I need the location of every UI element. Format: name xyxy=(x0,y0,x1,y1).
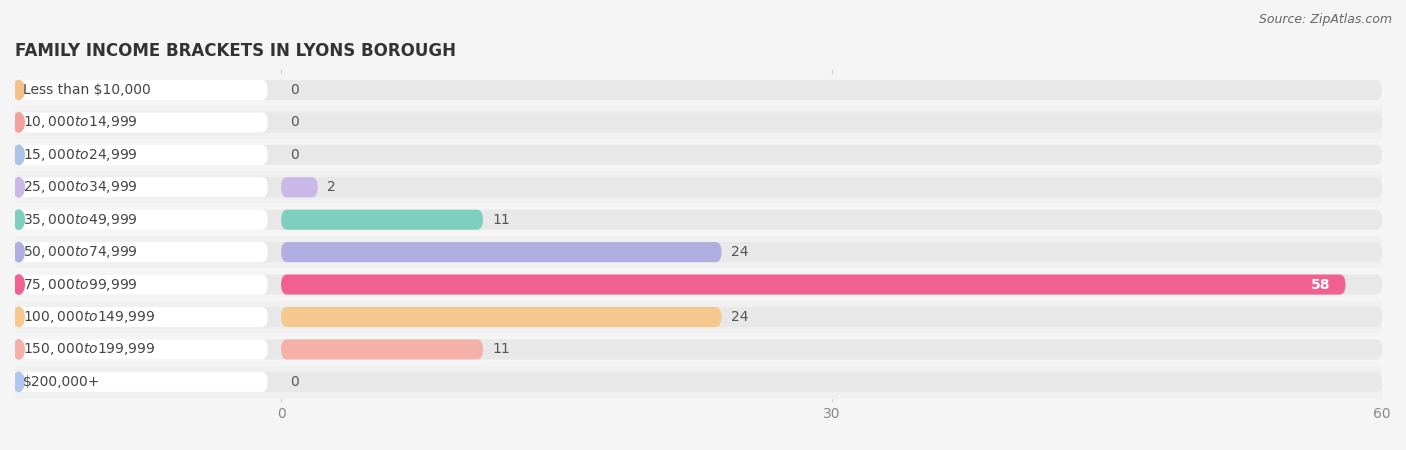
Circle shape xyxy=(14,113,24,132)
Text: $200,000+: $200,000+ xyxy=(22,375,101,389)
Text: $150,000 to $199,999: $150,000 to $199,999 xyxy=(22,342,156,357)
Circle shape xyxy=(14,81,24,99)
Text: 24: 24 xyxy=(731,245,748,259)
Circle shape xyxy=(14,178,24,197)
Circle shape xyxy=(14,210,24,230)
FancyBboxPatch shape xyxy=(15,210,1382,230)
Bar xyxy=(15,106,1382,139)
FancyBboxPatch shape xyxy=(15,339,1382,360)
FancyBboxPatch shape xyxy=(15,372,1382,392)
Text: 58: 58 xyxy=(1312,278,1331,292)
FancyBboxPatch shape xyxy=(15,242,1382,262)
FancyBboxPatch shape xyxy=(281,177,318,198)
Text: $15,000 to $24,999: $15,000 to $24,999 xyxy=(22,147,138,163)
FancyBboxPatch shape xyxy=(15,112,267,132)
FancyBboxPatch shape xyxy=(15,307,1382,327)
Bar xyxy=(15,203,1382,236)
Bar xyxy=(15,301,1382,333)
Text: FAMILY INCOME BRACKETS IN LYONS BOROUGH: FAMILY INCOME BRACKETS IN LYONS BOROUGH xyxy=(15,42,456,60)
Circle shape xyxy=(14,145,24,165)
FancyBboxPatch shape xyxy=(281,307,721,327)
FancyBboxPatch shape xyxy=(15,145,267,165)
Bar xyxy=(15,139,1382,171)
Bar xyxy=(15,74,1382,106)
Text: 24: 24 xyxy=(731,310,748,324)
Bar xyxy=(15,333,1382,366)
FancyBboxPatch shape xyxy=(15,372,267,392)
Circle shape xyxy=(14,372,24,392)
Text: $10,000 to $14,999: $10,000 to $14,999 xyxy=(22,114,138,130)
Bar xyxy=(15,236,1382,268)
Bar xyxy=(15,366,1382,398)
Text: $35,000 to $49,999: $35,000 to $49,999 xyxy=(22,212,138,228)
FancyBboxPatch shape xyxy=(15,242,267,262)
FancyBboxPatch shape xyxy=(15,112,1382,132)
Circle shape xyxy=(14,307,24,327)
Circle shape xyxy=(14,275,24,294)
Circle shape xyxy=(14,243,24,262)
FancyBboxPatch shape xyxy=(281,274,1346,295)
Text: Less than $10,000: Less than $10,000 xyxy=(22,83,150,97)
Circle shape xyxy=(14,340,24,359)
Text: 0: 0 xyxy=(290,83,299,97)
FancyBboxPatch shape xyxy=(15,210,267,230)
FancyBboxPatch shape xyxy=(281,242,721,262)
FancyBboxPatch shape xyxy=(15,177,1382,198)
Text: $100,000 to $149,999: $100,000 to $149,999 xyxy=(22,309,156,325)
FancyBboxPatch shape xyxy=(15,80,267,100)
FancyBboxPatch shape xyxy=(15,307,267,327)
Text: $25,000 to $34,999: $25,000 to $34,999 xyxy=(22,179,138,195)
Text: $75,000 to $99,999: $75,000 to $99,999 xyxy=(22,277,138,292)
FancyBboxPatch shape xyxy=(15,339,267,360)
Text: 11: 11 xyxy=(492,213,510,227)
FancyBboxPatch shape xyxy=(15,274,1382,295)
Text: 0: 0 xyxy=(290,375,299,389)
Text: 0: 0 xyxy=(290,115,299,130)
Text: $50,000 to $74,999: $50,000 to $74,999 xyxy=(22,244,138,260)
FancyBboxPatch shape xyxy=(15,80,1382,100)
Bar xyxy=(15,268,1382,301)
Text: 2: 2 xyxy=(328,180,336,194)
Text: 11: 11 xyxy=(492,342,510,356)
FancyBboxPatch shape xyxy=(15,145,1382,165)
FancyBboxPatch shape xyxy=(15,177,267,198)
FancyBboxPatch shape xyxy=(15,274,267,295)
Text: Source: ZipAtlas.com: Source: ZipAtlas.com xyxy=(1258,14,1392,27)
FancyBboxPatch shape xyxy=(281,339,484,360)
Text: 0: 0 xyxy=(290,148,299,162)
Bar xyxy=(15,171,1382,203)
FancyBboxPatch shape xyxy=(281,210,484,230)
